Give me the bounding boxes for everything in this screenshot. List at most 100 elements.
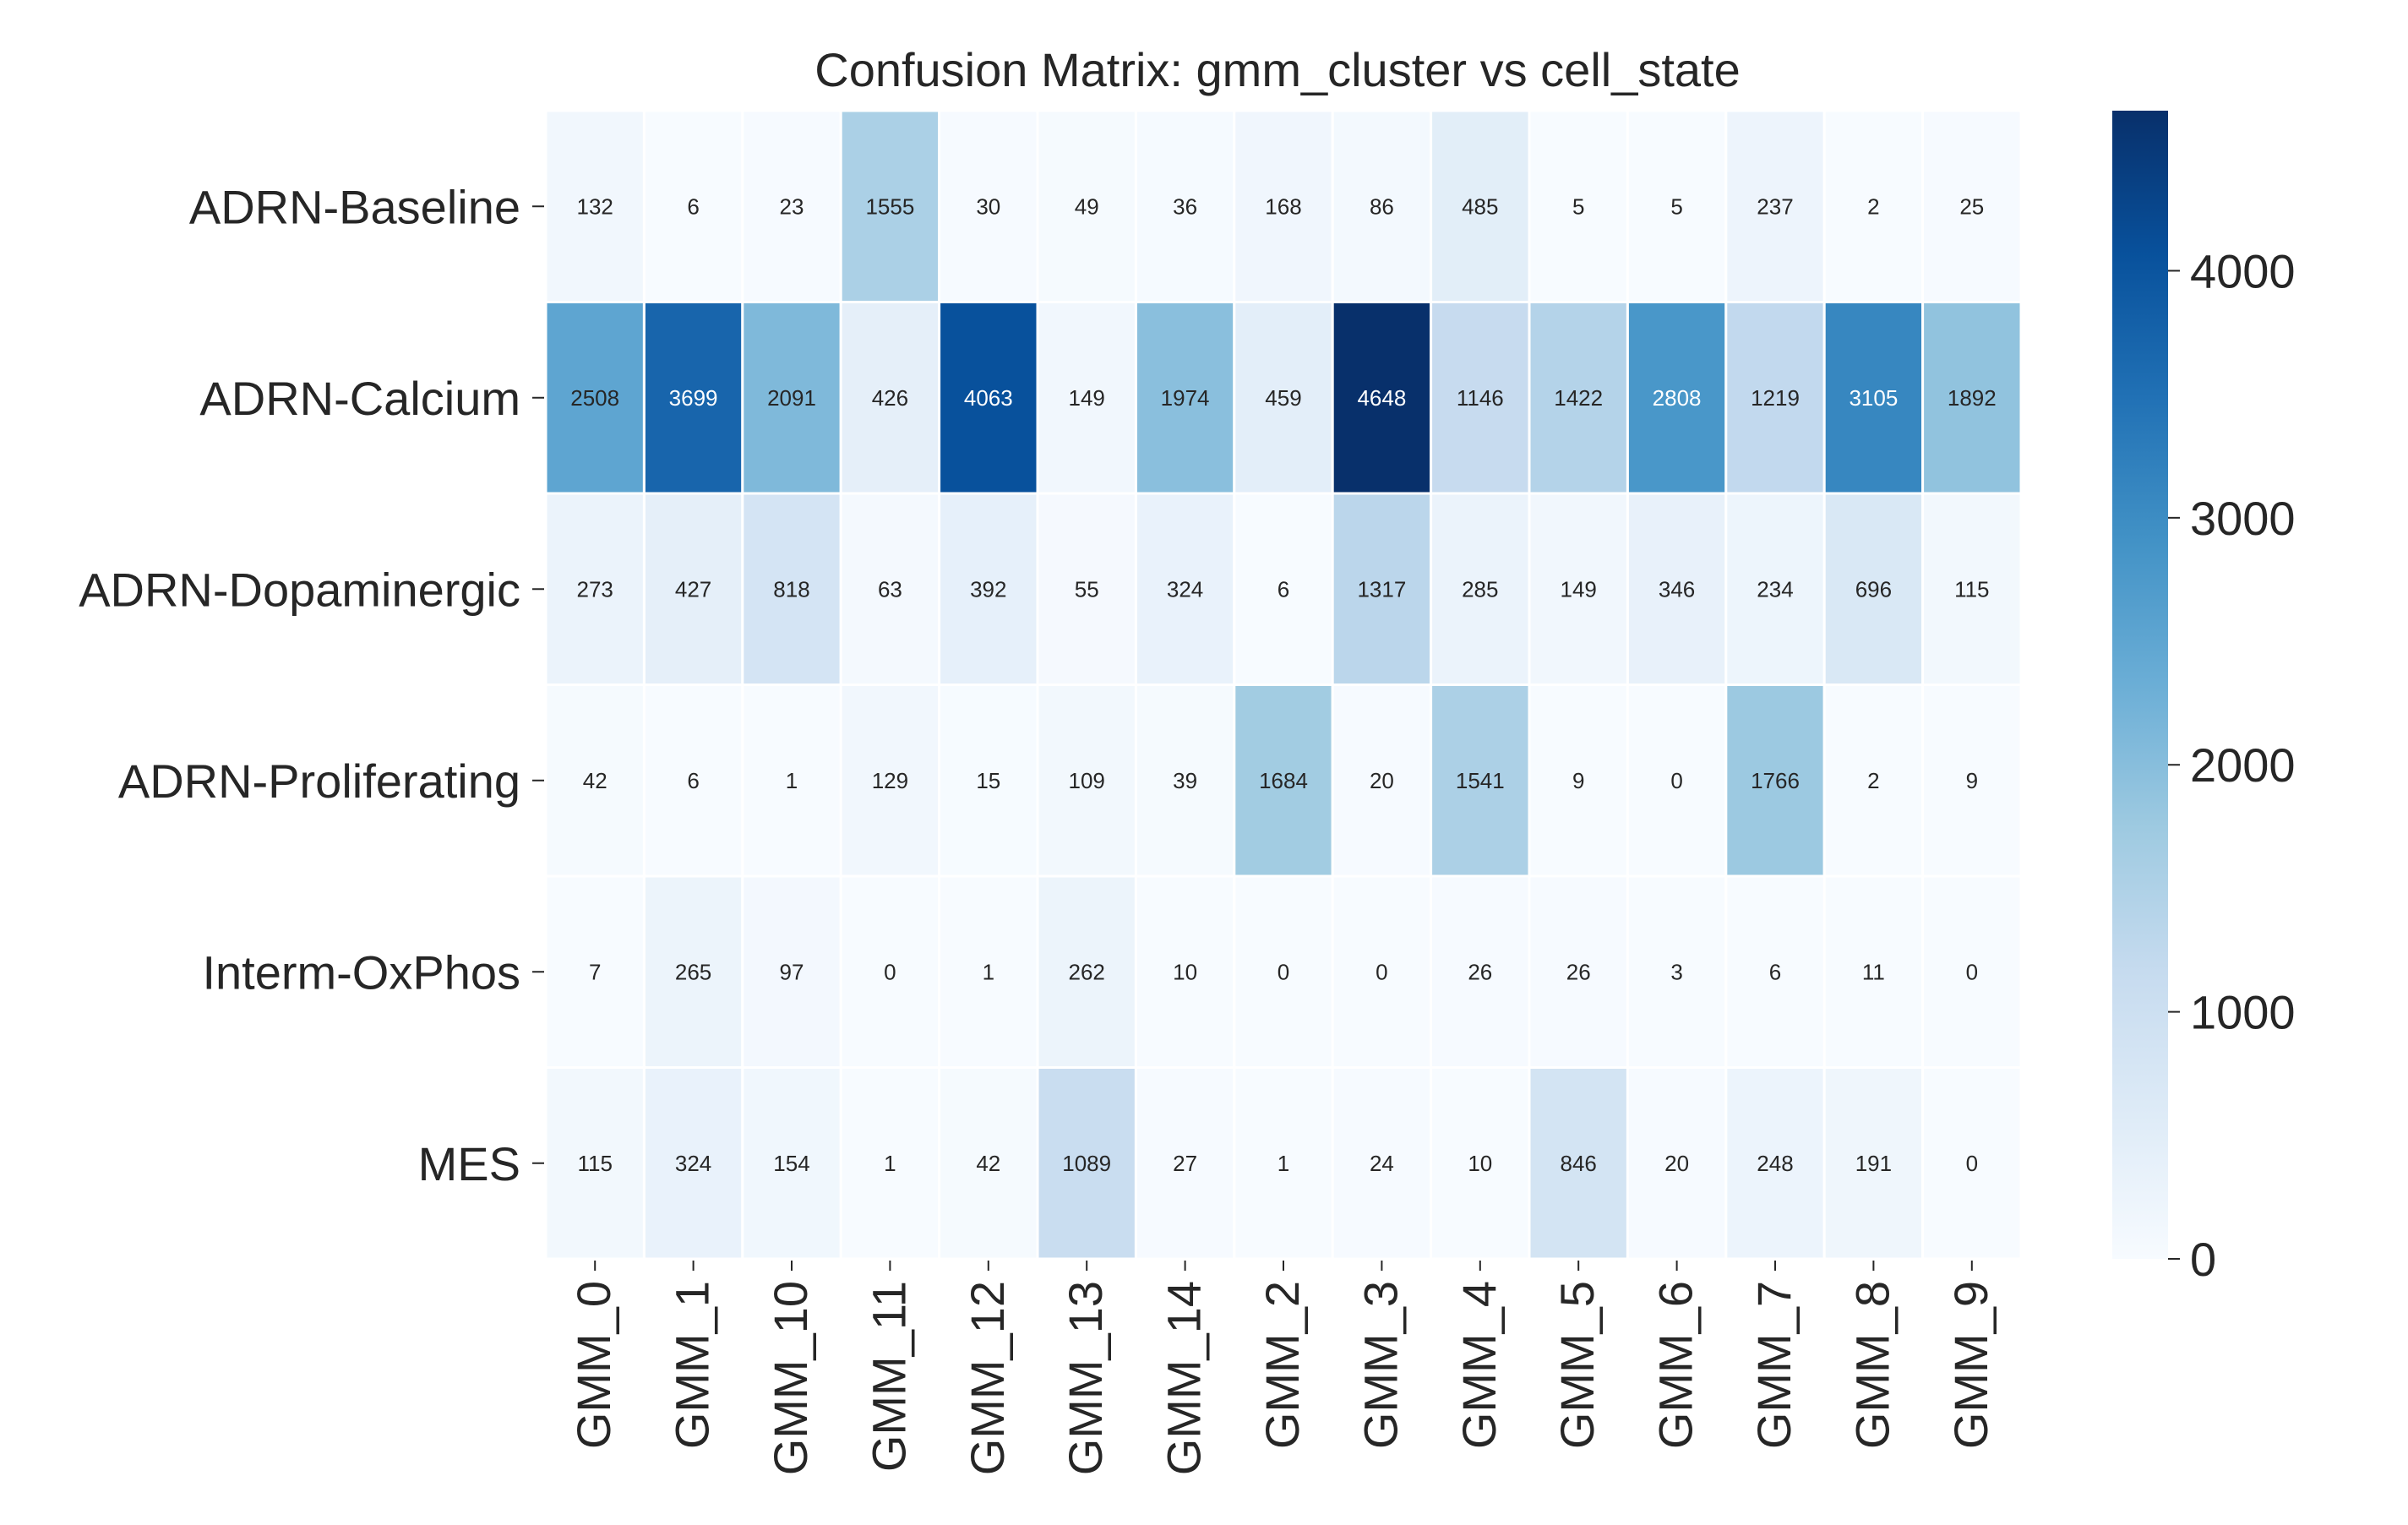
heatmap-cell [1036, 109, 1137, 303]
cell-value-label: 2 [1867, 193, 1879, 219]
cell-value-label: 485 [1462, 193, 1498, 219]
heatmap-cell [1331, 1066, 1433, 1261]
cell-value-label: 168 [1265, 193, 1301, 219]
heatmap-cell [1430, 301, 1531, 495]
heatmap-cell [1331, 684, 1433, 878]
heatmap-cell [1430, 684, 1531, 878]
heatmap-cell [1921, 301, 2023, 495]
cell-value-label: 6 [687, 193, 699, 219]
column-label: GMM_11 [862, 1281, 915, 1472]
cell-value-label: 237 [1757, 193, 1793, 219]
colorbar-gradient [2112, 111, 2168, 1259]
heatmap-cell [1822, 301, 1925, 495]
heatmap-cell [1331, 492, 1433, 686]
cell-value-label: 132 [577, 193, 613, 219]
heatmap-cell [1134, 301, 1236, 495]
cell-value-label: 1317 [1357, 576, 1406, 602]
heatmap-cell [544, 684, 646, 878]
cell-value-label: 36 [1173, 193, 1197, 219]
heatmap-cell [1036, 874, 1137, 1069]
heatmap-cell [1626, 1066, 1728, 1261]
cell-value-label: 109 [1069, 768, 1105, 793]
heatmap-cell [1331, 874, 1433, 1069]
colorbar-tick-label: 3000 [2190, 492, 2296, 545]
column-label: GMM_5 [1550, 1281, 1604, 1449]
heatmap-cell [1233, 301, 1334, 495]
cell-value-label: 1 [786, 768, 798, 793]
cell-value-label: 0 [1966, 1151, 1978, 1176]
cell-value-label: 4648 [1357, 385, 1406, 411]
column-label: GMM_9 [1944, 1281, 1997, 1449]
cell-value-label: 6 [1769, 959, 1781, 984]
heatmap-cell [839, 1066, 941, 1261]
cell-value-label: 1974 [1161, 385, 1210, 411]
cell-value-label: 4063 [964, 385, 1013, 411]
column-label: GMM_8 [1845, 1281, 1899, 1449]
heatmap-cell [544, 109, 646, 303]
heatmap-cell [1134, 874, 1236, 1069]
heatmap-cell [1430, 1066, 1531, 1261]
heatmap-cell [642, 684, 744, 878]
heatmap-cell [1822, 874, 1925, 1069]
heatmap-cell [741, 109, 842, 303]
cell-value-label: 25 [1959, 193, 1984, 219]
cell-value-label: 30 [976, 193, 1000, 219]
heatmap-cell [1921, 492, 2023, 686]
cell-value-label: 324 [675, 1151, 711, 1176]
heatmap-cell [1233, 684, 1334, 878]
cell-value-label: 2808 [1653, 385, 1702, 411]
cell-value-label: 846 [1561, 1151, 1597, 1176]
heatmap-cell [1626, 492, 1728, 686]
column-label: GMM_12 [961, 1281, 1014, 1475]
column-label: GMM_1 [666, 1281, 719, 1449]
heatmap-cell [839, 301, 941, 495]
heatmap-cell [1822, 109, 1925, 303]
cell-value-label: 115 [577, 1151, 612, 1176]
cell-value-label: 20 [1664, 1151, 1689, 1176]
cell-value-label: 27 [1173, 1151, 1197, 1176]
cell-value-label: 324 [1167, 576, 1203, 602]
colorbar-tick-label: 4000 [2190, 244, 2296, 297]
cell-value-label: 9 [1966, 768, 1978, 793]
heatmap-cell [839, 874, 941, 1069]
cell-value-label: 346 [1659, 576, 1695, 602]
cell-value-label: 285 [1462, 576, 1498, 602]
cell-value-label: 1146 [1457, 385, 1504, 411]
cell-value-label: 26 [1468, 959, 1492, 984]
cell-value-label: 55 [1075, 576, 1099, 602]
cell-value-label: 1684 [1259, 768, 1308, 793]
cell-value-label: 3699 [669, 385, 718, 411]
column-label: GMM_13 [1059, 1281, 1112, 1475]
heatmap-cell [544, 1066, 646, 1261]
cell-value-label: 97 [780, 959, 804, 984]
heatmap-cell [938, 684, 1039, 878]
heatmap-cell [839, 684, 941, 878]
column-label: GMM_6 [1649, 1281, 1702, 1449]
chart-title: Confusion Matrix: gmm_cluster vs cell_st… [814, 43, 1741, 96]
cell-value-label: 129 [872, 768, 908, 793]
heatmap-cell [544, 301, 646, 495]
heatmap-cell [1724, 492, 1826, 686]
column-labels: GMM_0 GMM_1 GMM_10 GMM_11 GMM_12 GMM_13 GMM_14… [567, 1261, 1997, 1475]
row-label: Interm-OxPhos [202, 945, 520, 999]
cell-value-label: 63 [878, 576, 902, 602]
heatmap-cell [1430, 492, 1531, 686]
heatmap-cell [741, 684, 842, 878]
row-label: ADRN-Dopaminergic [79, 563, 520, 616]
cell-value-label: 5 [1670, 193, 1682, 219]
cell-value-label: 42 [976, 1151, 1000, 1176]
heatmap-cell [1430, 874, 1531, 1069]
heatmap-cell [1724, 1066, 1826, 1261]
cell-value-label: 392 [970, 576, 1006, 602]
cell-value-label: 427 [675, 576, 711, 602]
heatmap-cell [1233, 874, 1334, 1069]
cell-value-label: 6 [1278, 576, 1289, 602]
column-label: GMM_0 [567, 1281, 620, 1449]
cell-value-label: 2508 [570, 385, 619, 411]
cell-value-label: 1555 [865, 193, 914, 219]
cell-value-label: 5 [1572, 193, 1584, 219]
column-label: GMM_14 [1158, 1281, 1211, 1475]
cell-value-label: 20 [1370, 768, 1394, 793]
